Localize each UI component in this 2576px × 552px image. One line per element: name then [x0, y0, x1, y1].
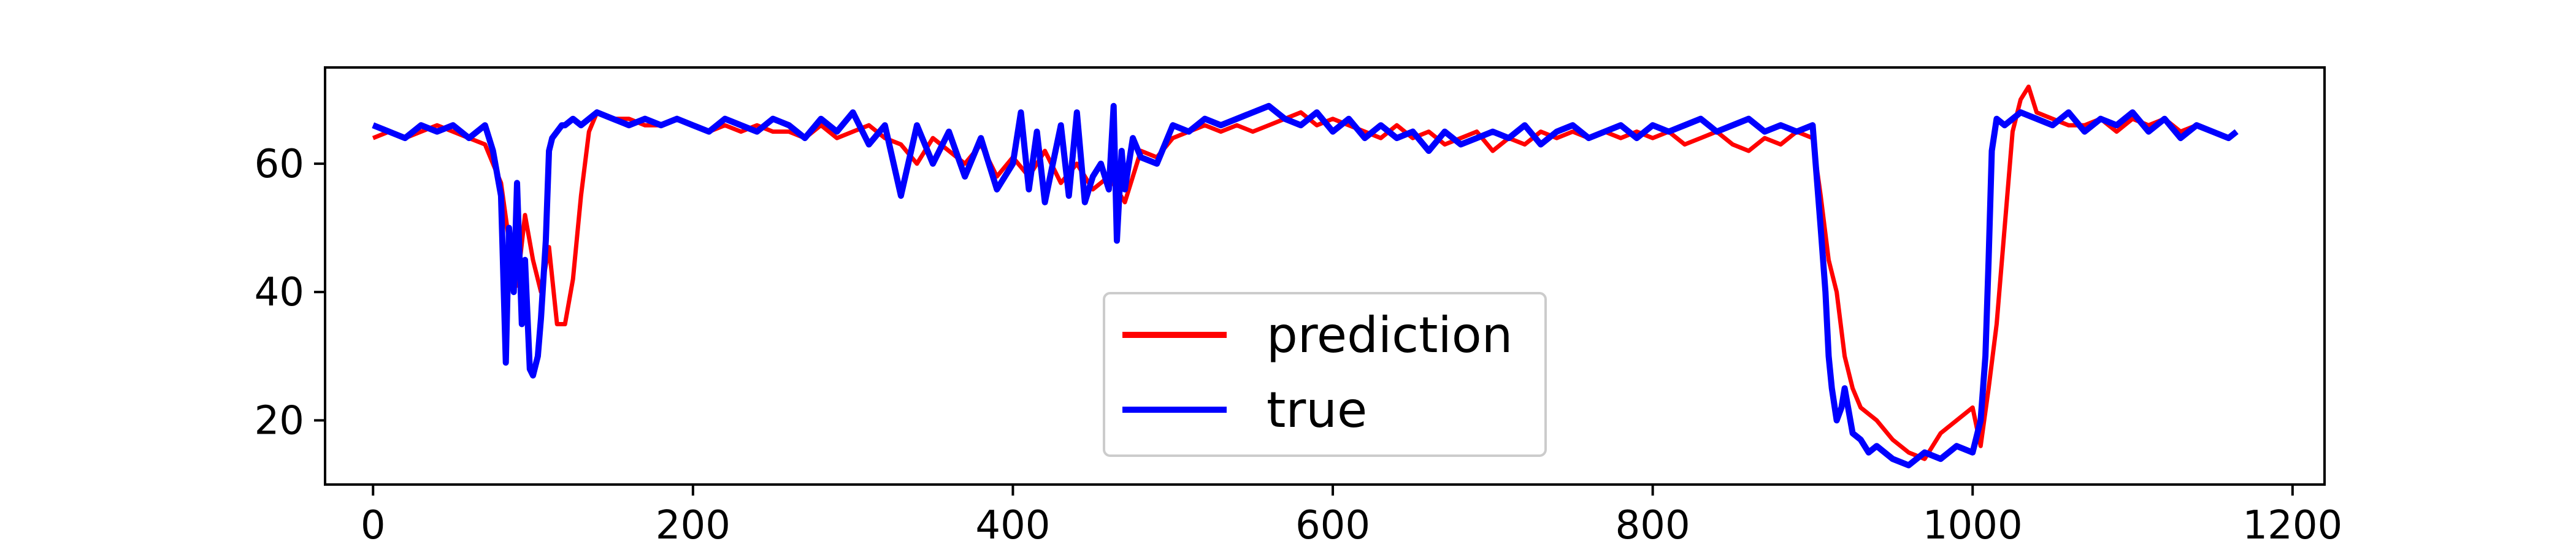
x-tick-label: 1000 — [1923, 503, 2023, 548]
x-axis: 0 200 400 600 800 1000 1200 — [361, 485, 2342, 548]
x-tick-label: 0 — [361, 503, 386, 548]
y-tick-label: 40 — [255, 270, 304, 315]
legend-label-prediction: prediction — [1267, 307, 1512, 364]
x-tick-label: 400 — [975, 503, 1050, 548]
legend-label-true: true — [1267, 381, 1367, 439]
y-axis: 20 40 60 — [255, 142, 325, 443]
x-tick-label: 200 — [656, 503, 730, 548]
series-line-true — [372, 102, 2239, 469]
plot-frame — [324, 66, 2326, 486]
x-tick-label: 800 — [1616, 503, 1690, 548]
x-tick-label: 600 — [1295, 503, 1370, 548]
series-layer — [372, 84, 2239, 469]
x-tick-label: 1200 — [2242, 503, 2342, 548]
y-tick-label: 20 — [255, 398, 304, 443]
legend: prediction true — [1103, 292, 1547, 457]
y-tick-label: 60 — [255, 142, 304, 187]
